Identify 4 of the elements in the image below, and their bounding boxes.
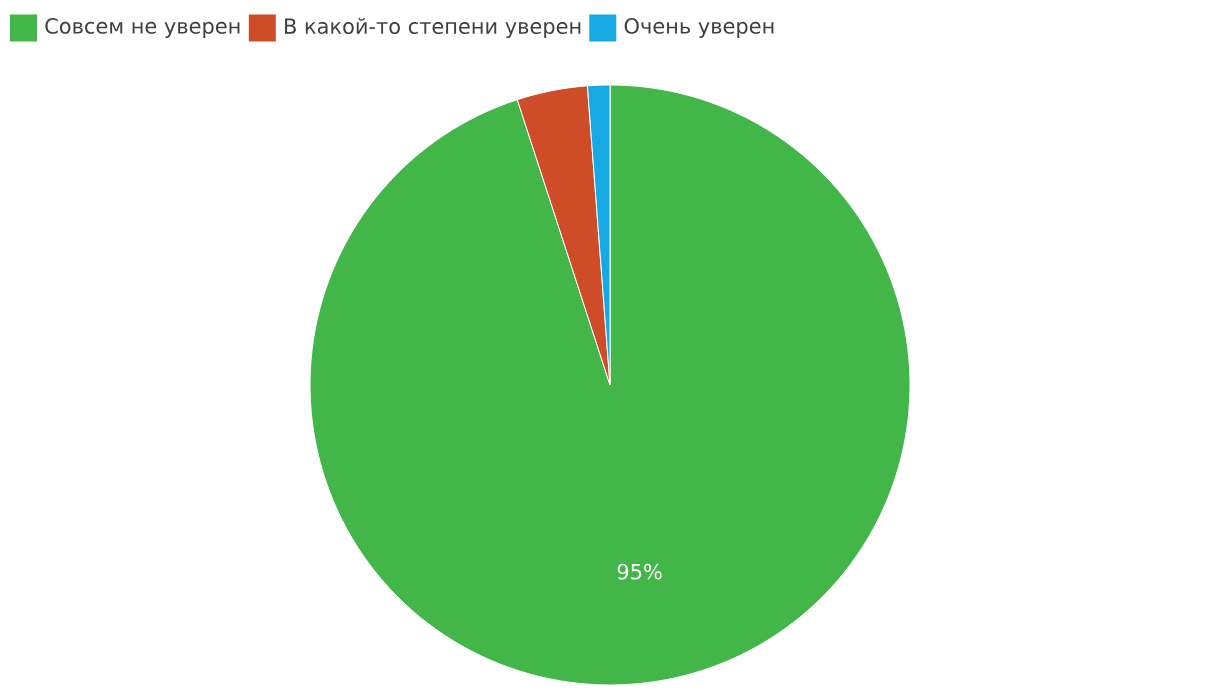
legend-label: Совсем не уверен: [45, 18, 240, 38]
legend-label: В какой-то степени уверен: [285, 17, 581, 39]
legend-label: Очень уверен: [624, 18, 774, 38]
data-label: 95%: [617, 563, 662, 580]
